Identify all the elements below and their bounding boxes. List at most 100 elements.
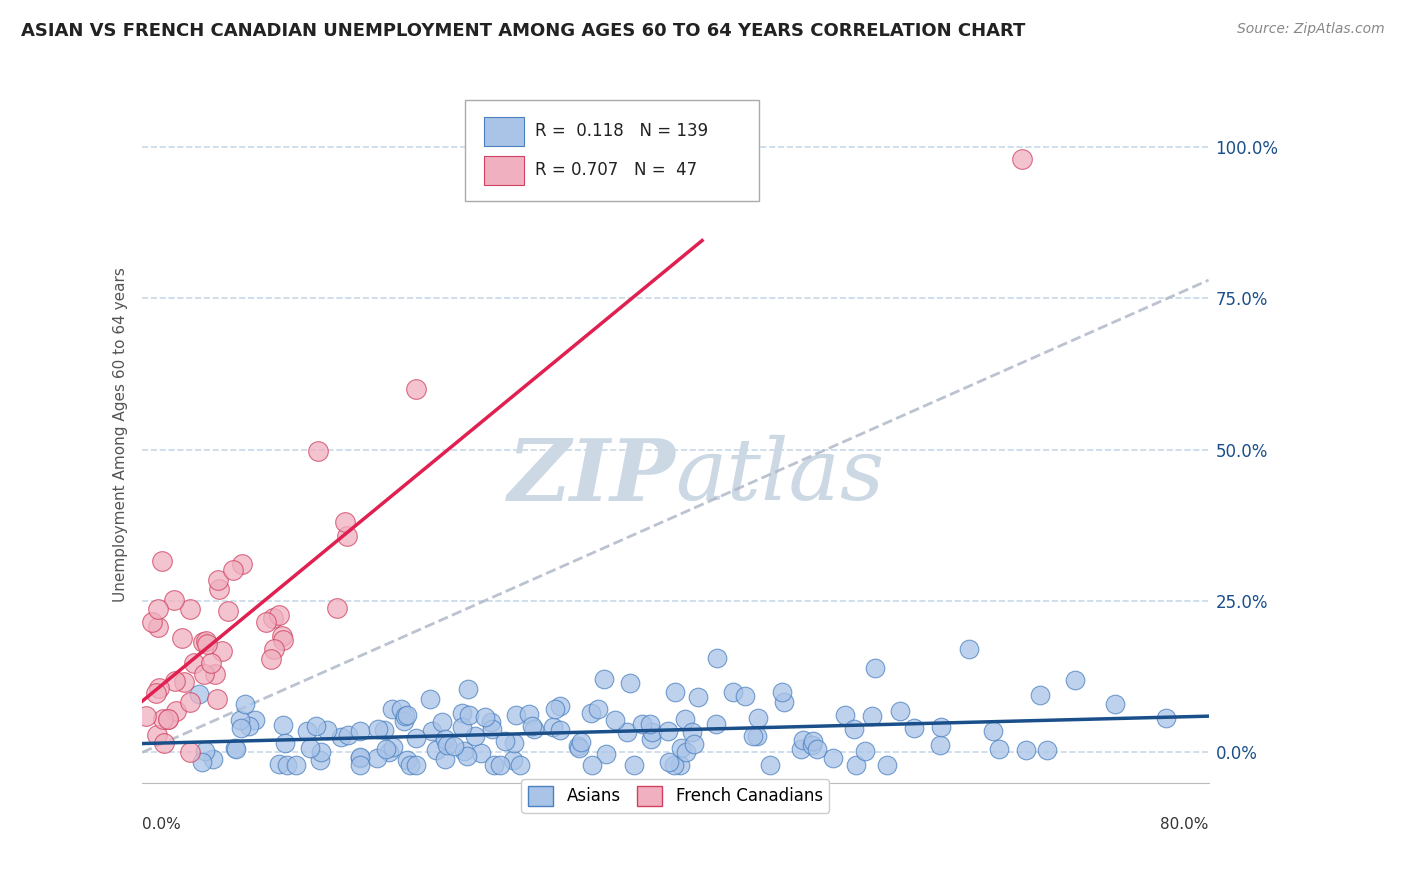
Point bbox=[641, 724, 664, 739]
Bar bbox=[484, 117, 524, 146]
Point bbox=[681, 725, 703, 739]
Point bbox=[903, 721, 925, 735]
Point bbox=[222, 563, 245, 577]
Point bbox=[263, 641, 285, 656]
Point bbox=[330, 730, 353, 744]
Point bbox=[276, 757, 298, 772]
Point bbox=[165, 704, 187, 718]
Point bbox=[845, 757, 868, 772]
Point bbox=[844, 722, 866, 736]
Point bbox=[194, 743, 217, 757]
Point bbox=[349, 723, 371, 738]
Point bbox=[172, 632, 194, 646]
Point bbox=[664, 757, 686, 772]
Point bbox=[254, 615, 277, 630]
Text: Source: ZipAtlas.com: Source: ZipAtlas.com bbox=[1237, 22, 1385, 37]
Bar bbox=[484, 156, 524, 186]
Point bbox=[405, 757, 427, 772]
Point bbox=[183, 656, 205, 670]
Point bbox=[315, 723, 337, 738]
Point bbox=[335, 515, 357, 529]
Point bbox=[568, 740, 591, 755]
Point bbox=[231, 557, 253, 571]
Point bbox=[179, 602, 201, 616]
Point bbox=[673, 712, 696, 726]
Point bbox=[381, 702, 404, 716]
Point bbox=[675, 745, 697, 759]
Point bbox=[243, 713, 266, 727]
Point bbox=[430, 715, 453, 730]
Point bbox=[299, 740, 322, 755]
Point bbox=[481, 722, 503, 736]
Point bbox=[399, 757, 422, 772]
Point bbox=[630, 716, 652, 731]
Point bbox=[593, 672, 616, 686]
Point bbox=[889, 704, 911, 718]
Point bbox=[457, 682, 479, 697]
Point bbox=[544, 702, 567, 716]
Point bbox=[451, 706, 474, 720]
Point bbox=[349, 751, 371, 765]
Point bbox=[517, 706, 540, 721]
Text: ASIAN VS FRENCH CANADIAN UNEMPLOYMENT AMONG AGES 60 TO 64 YEARS CORRELATION CHAR: ASIAN VS FRENCH CANADIAN UNEMPLOYMENT AM… bbox=[21, 22, 1025, 40]
Point bbox=[523, 722, 546, 736]
Point bbox=[163, 673, 186, 688]
Point bbox=[419, 692, 441, 706]
Point bbox=[865, 660, 887, 674]
Point bbox=[451, 719, 474, 733]
Point bbox=[148, 681, 170, 695]
Point bbox=[453, 744, 475, 758]
Point bbox=[658, 755, 681, 769]
Point bbox=[688, 690, 710, 704]
Point bbox=[433, 732, 456, 747]
Point bbox=[1015, 743, 1038, 757]
Point bbox=[503, 736, 526, 750]
Point bbox=[273, 632, 295, 647]
Point bbox=[349, 750, 371, 764]
Text: ZIP: ZIP bbox=[508, 434, 675, 518]
Point bbox=[834, 708, 856, 723]
Point bbox=[157, 712, 180, 726]
Point bbox=[217, 604, 239, 618]
Point bbox=[1104, 697, 1126, 711]
Point bbox=[349, 757, 371, 772]
Point bbox=[595, 747, 617, 762]
Point bbox=[470, 747, 492, 761]
Point bbox=[502, 753, 524, 767]
Point bbox=[581, 757, 603, 772]
Point bbox=[456, 749, 478, 764]
Point bbox=[664, 685, 686, 699]
Point bbox=[987, 742, 1010, 756]
Point bbox=[579, 706, 602, 720]
Point bbox=[225, 742, 247, 756]
Point bbox=[550, 699, 572, 714]
Point bbox=[145, 686, 167, 700]
Point bbox=[616, 725, 638, 739]
Point bbox=[464, 730, 486, 744]
Point bbox=[734, 689, 756, 703]
Point bbox=[366, 751, 388, 765]
Point bbox=[474, 710, 496, 724]
Point bbox=[806, 742, 828, 756]
Point bbox=[179, 695, 201, 709]
Point bbox=[479, 715, 502, 730]
Point bbox=[792, 733, 814, 747]
Point bbox=[457, 708, 479, 723]
Point bbox=[269, 756, 291, 771]
Point bbox=[603, 714, 626, 728]
Point bbox=[135, 709, 157, 723]
Point bbox=[392, 714, 415, 728]
Point bbox=[305, 719, 328, 733]
Point bbox=[747, 711, 769, 725]
Point bbox=[1035, 743, 1057, 757]
Point bbox=[772, 695, 794, 709]
Point bbox=[425, 742, 447, 756]
Point bbox=[382, 739, 405, 754]
Point bbox=[375, 741, 398, 756]
Text: R = 0.707   N =  47: R = 0.707 N = 47 bbox=[534, 161, 697, 179]
Point bbox=[224, 741, 246, 756]
Point bbox=[187, 687, 209, 701]
Point bbox=[201, 752, 224, 766]
Point bbox=[433, 752, 456, 766]
Point bbox=[420, 723, 443, 738]
